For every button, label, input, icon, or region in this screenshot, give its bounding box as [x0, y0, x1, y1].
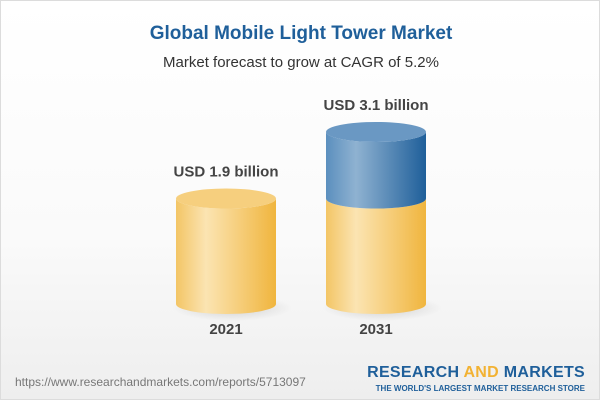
data-label: USD 3.1 billion: [323, 97, 428, 114]
data-label: USD 1.9 billion: [173, 164, 278, 181]
bar-2021: [176, 198, 276, 314]
bar-top-cap: [176, 188, 276, 209]
research-and-markets-logo: RESEARCH AND MARKETS THE WORLD'S LARGEST…: [367, 364, 585, 393]
source-url[interactable]: https://www.researchandmarkets.com/repor…: [15, 375, 306, 389]
category-label: 2021: [209, 321, 242, 338]
bar-top-cap: [326, 121, 426, 142]
chart-title: Global Mobile Light Tower Market: [149, 23, 453, 44]
category-label: 2031: [359, 321, 392, 338]
bar-2031-base: [326, 198, 426, 314]
bar-2031-growth: [326, 131, 426, 209]
chart-subtitle: Market forecast to grow at CAGR of 5.2%: [163, 54, 439, 71]
